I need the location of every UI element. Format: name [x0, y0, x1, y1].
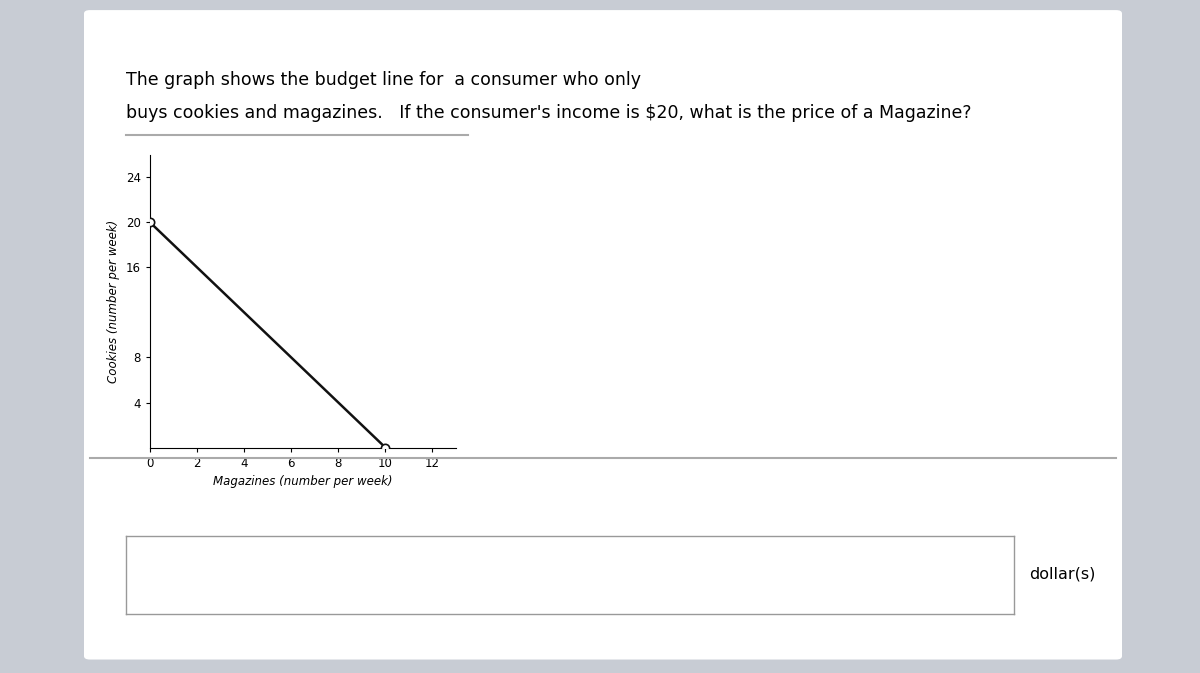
Text: dollar(s): dollar(s) [1030, 567, 1096, 581]
X-axis label: Magazines (number per week): Magazines (number per week) [214, 475, 392, 488]
Text: buys cookies and magazines.   If the consumer's income is $20, what is the price: buys cookies and magazines. If the consu… [126, 104, 972, 122]
Text: The graph shows the budget line for  a consumer who only: The graph shows the budget line for a co… [126, 71, 641, 89]
Y-axis label: Cookies (number per week): Cookies (number per week) [108, 219, 120, 383]
